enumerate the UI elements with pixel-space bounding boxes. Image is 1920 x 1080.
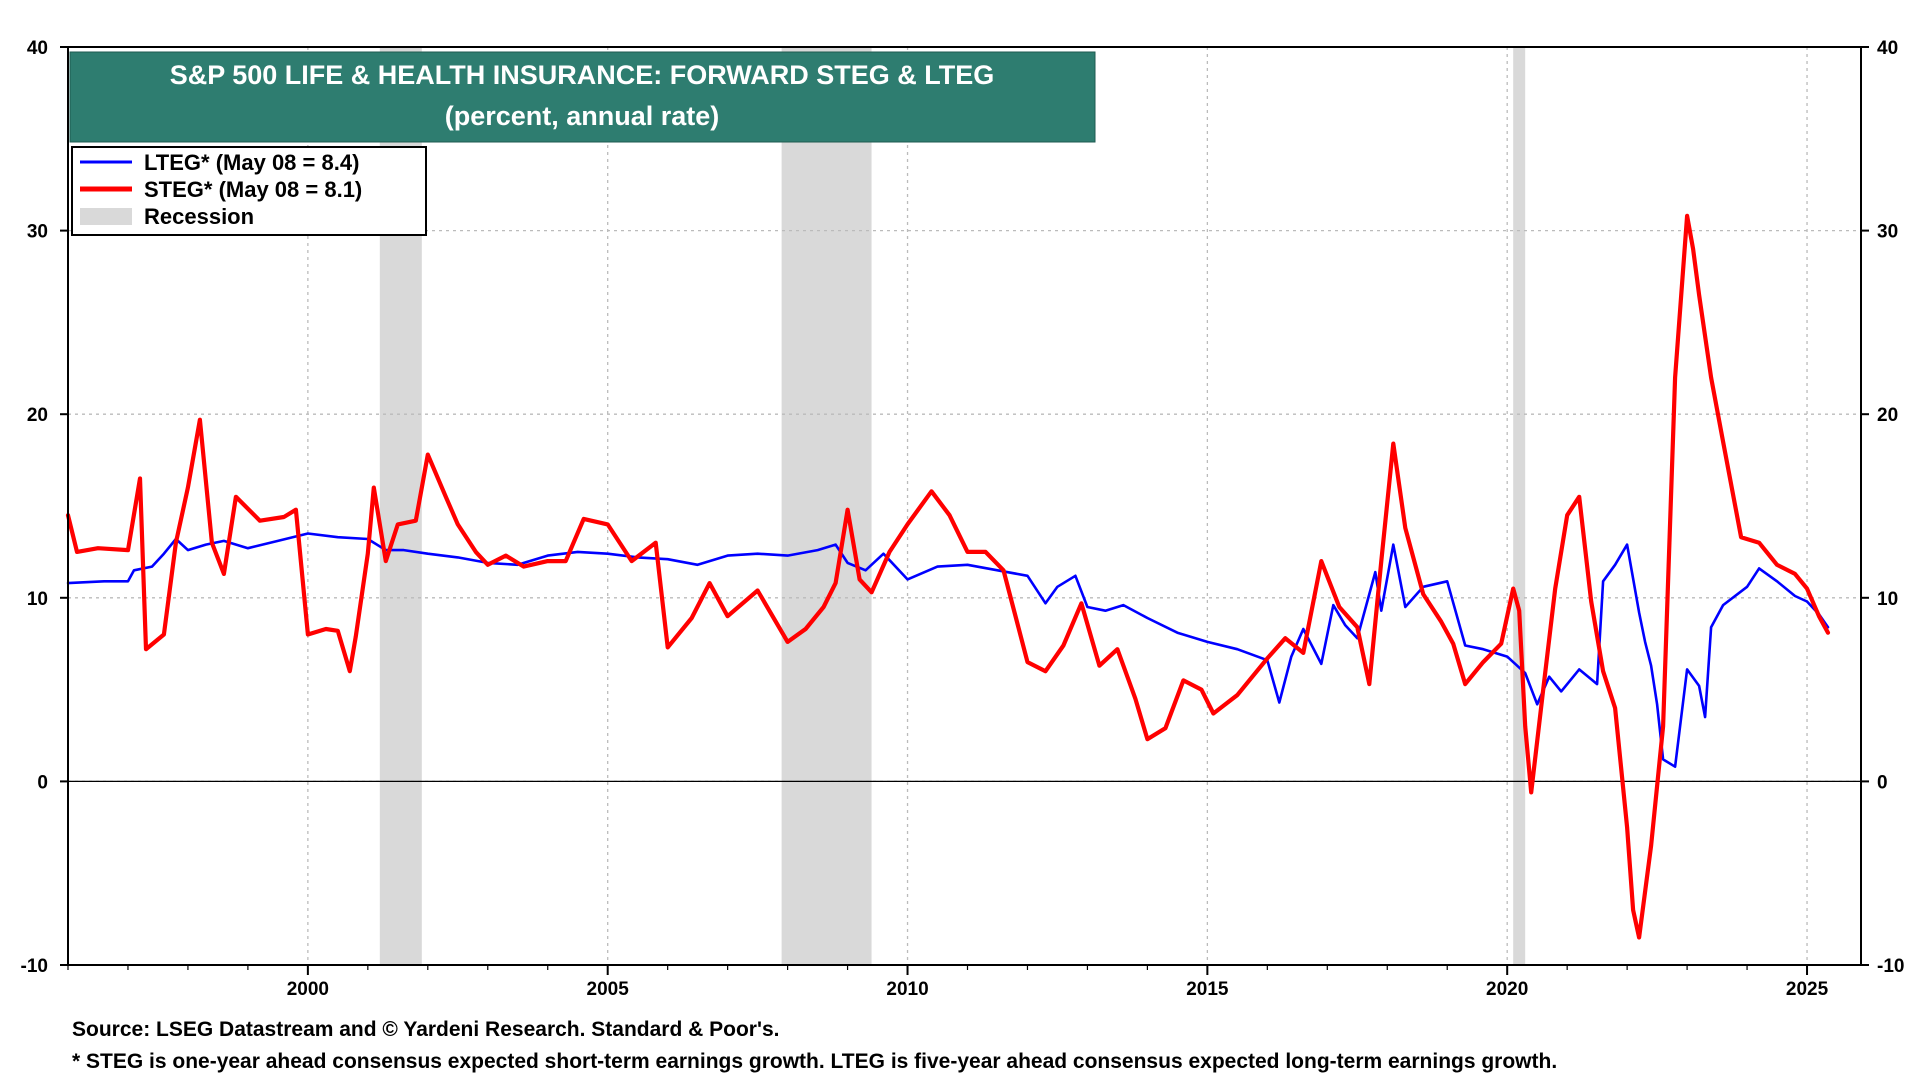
recession-bands bbox=[379, 47, 1526, 965]
x-tick-label: 2020 bbox=[1486, 979, 1528, 1000]
series-line-lteg bbox=[66, 532, 1830, 768]
legend-label-recession: Recession bbox=[144, 204, 254, 229]
y-tick-label-right: 0 bbox=[1877, 772, 1888, 793]
recession-band bbox=[781, 47, 872, 965]
grid bbox=[68, 47, 1861, 965]
y-tick-label-right: 20 bbox=[1877, 405, 1898, 426]
x-tick-label: 2015 bbox=[1186, 979, 1229, 1000]
legend: LTEG* (May 08 = 8.4) STEG* (May 08 = 8.1… bbox=[71, 146, 427, 236]
recession-band bbox=[1513, 47, 1526, 965]
plot-frame bbox=[67, 46, 1862, 966]
y-tick-label-left: 20 bbox=[27, 405, 48, 426]
chart-subtitle: (percent, annual rate) bbox=[445, 101, 720, 131]
x-tick-label: 2000 bbox=[287, 979, 329, 1000]
series-line-steg bbox=[65, 213, 1831, 940]
chart-title: S&P 500 LIFE & HEALTH INSURANCE: FORWARD… bbox=[170, 60, 995, 90]
footer-source: Source: LSEG Datastream and © Yardeni Re… bbox=[72, 1018, 780, 1041]
x-tick-label: 2025 bbox=[1786, 979, 1829, 1000]
legend-label-lteg: LTEG* (May 08 = 8.4) bbox=[144, 150, 359, 175]
y-tick-label-right: 30 bbox=[1877, 222, 1898, 243]
title-background bbox=[69, 51, 1096, 143]
y-tick-label-left: 10 bbox=[27, 589, 48, 610]
y-tick-label-left: -10 bbox=[21, 956, 48, 977]
x-tick-label: 2010 bbox=[886, 979, 928, 1000]
footer-note: * STEG is one-year ahead consensus expec… bbox=[72, 1050, 1558, 1073]
legend-label-steg: STEG* (May 08 = 8.1) bbox=[144, 177, 362, 202]
y-tick-label-right: 10 bbox=[1877, 589, 1898, 610]
y-tick-label-left: 30 bbox=[27, 222, 48, 243]
title-box: S&P 500 LIFE & HEALTH INSURANCE: FORWARD… bbox=[69, 51, 1096, 143]
x-tick-label: 2005 bbox=[587, 979, 630, 1000]
y-tick-label-right: 40 bbox=[1877, 38, 1898, 59]
y-tick-label-left: 40 bbox=[27, 38, 48, 59]
series-lines bbox=[65, 213, 1831, 940]
legend-swatch-recession bbox=[80, 208, 132, 225]
y-tick-label-right: -10 bbox=[1877, 956, 1904, 977]
y-tick-label-left: 0 bbox=[37, 772, 48, 793]
